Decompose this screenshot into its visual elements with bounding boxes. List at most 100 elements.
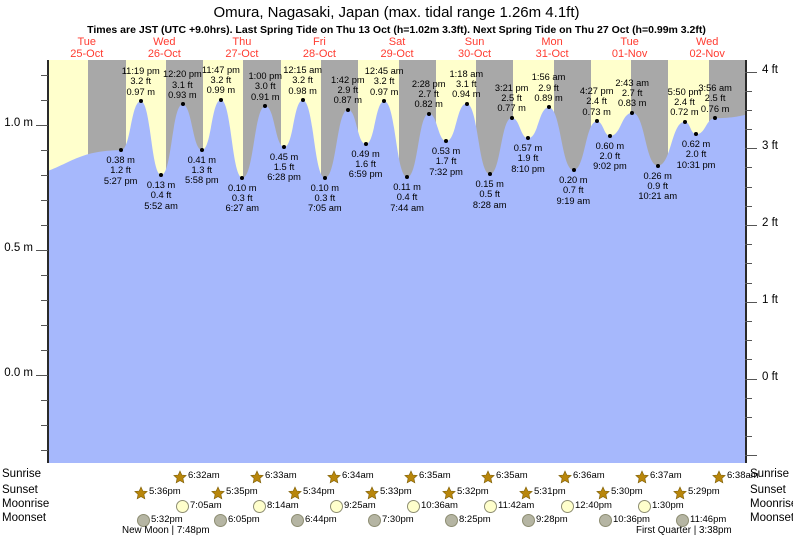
time-or-height: 5:50 pm — [667, 86, 702, 97]
day-of-week: Mon — [541, 36, 563, 48]
moon-phase-label: First Quarter | 3:38pm — [636, 525, 732, 536]
time-or-height: 3:21 pm — [494, 82, 529, 93]
low-tide-label: 0.10 m 0.3 ft 7:05 am — [308, 183, 342, 214]
star-icon — [173, 470, 187, 484]
low-tide-label: 0.41 m 1.3 ft 5:58 pm — [185, 155, 219, 186]
low-tide-label: 0.10 m 0.3 ft 6:27 am — [225, 183, 259, 214]
right-axis-tick — [745, 186, 752, 188]
moonrise-icon — [176, 500, 189, 513]
height-ft: 1.3 ft — [191, 165, 213, 176]
time-or-height: 0.20 m — [559, 175, 588, 186]
left-axis-label: 1.0 m — [4, 117, 33, 130]
height-ft: 1.5 ft — [273, 162, 295, 173]
time-or-height: 1:00 pm — [248, 71, 283, 82]
star-icon — [327, 470, 341, 484]
sunset-event-icon — [442, 486, 456, 501]
moonset-event: 9:28pm — [522, 514, 568, 529]
moonrise-event: 12:40pm — [561, 500, 612, 515]
low-tide-label: 0.57 m 1.9 ft 8:10 pm — [511, 143, 545, 174]
day-of-week: Wed — [153, 36, 176, 48]
moonset-icon — [676, 514, 689, 527]
height-ft: 3.2 ft — [210, 75, 232, 86]
height-or-time: 0.83 m — [617, 98, 647, 109]
moonset-event-time: 6:44pm — [305, 514, 337, 525]
low-tide-label: 0.11 m 0.4 ft 7:44 am — [390, 182, 424, 213]
day-of-week: Tue — [620, 36, 639, 48]
sunrise-event: 6:37am — [635, 470, 682, 485]
moon-phase-label: New Moon | 7:48pm — [122, 525, 210, 536]
time-or-height: 0.13 m — [146, 180, 176, 191]
height-or-time: 0.93 m — [168, 89, 197, 100]
time-or-height: 2:43 am — [615, 77, 649, 88]
day-date: 25-Oct — [70, 48, 104, 60]
moonset-icon — [214, 514, 227, 527]
sunrise-event: 6:34am — [327, 470, 374, 485]
left-axis-tick — [41, 400, 48, 402]
sunset-event-time: 5:32pm — [457, 486, 489, 497]
time-or-height: 1:42 pm — [331, 74, 365, 85]
height-or-time: 0.87 m — [333, 95, 363, 106]
low-tide-label: 0.60 m 2.0 ft 9:02 pm — [593, 141, 627, 172]
row-label-sunset: Sunset — [2, 484, 38, 496]
sunset-event-icon — [596, 486, 610, 501]
day-date: 02-Nov — [689, 48, 725, 60]
time-or-height: 0.41 m — [187, 154, 217, 165]
time-or-height: 0.45 m — [269, 152, 299, 162]
star-icon — [250, 470, 264, 484]
height-ft: 1.2 ft — [110, 165, 131, 176]
sunrise-event-time: 6:33am — [265, 470, 297, 481]
high-tide-dot — [346, 107, 351, 112]
time-or-height: 0.60 m — [595, 140, 625, 151]
height-ft: 2.5 ft — [501, 93, 522, 104]
height-or-time: 0.76 m — [700, 103, 730, 114]
moonset-event-icon — [137, 514, 150, 529]
time-or-height: 12:15 am — [283, 65, 322, 76]
low-tide-dot — [571, 168, 576, 173]
left-axis-tick — [41, 200, 48, 202]
height-or-time: 5:27 pm — [103, 175, 138, 186]
high-tide-dot — [138, 99, 143, 104]
high-tide-label: 3:21 pm 2.5 ft 0.77 m — [495, 83, 529, 114]
day-header-31-oct: Mon 31-Oct — [513, 36, 591, 60]
height-or-time: 5:52 am — [144, 200, 178, 211]
low-tide-dot — [200, 147, 205, 152]
moonrise-icon — [638, 500, 651, 513]
height-or-time: 0.82 m — [414, 99, 443, 110]
high-tide-dot — [630, 110, 635, 115]
moonset-icon — [599, 514, 612, 527]
sunset-event: 5:32pm — [442, 486, 489, 501]
sunrise-event-time: 6:37am — [650, 470, 682, 481]
star-icon — [442, 486, 456, 500]
time-or-height: 0.53 m — [431, 146, 461, 157]
sunset-event-time: 5:34pm — [303, 486, 335, 497]
height-or-time: 0.91 m — [251, 91, 280, 102]
right-axis-tick — [745, 416, 752, 418]
height-or-time: 6:59 pm — [348, 169, 383, 180]
page-title: Omura, Nagasaki, Japan (max. tidal range… — [213, 4, 580, 21]
row-label-right-moonrise: Moonrise — [750, 498, 793, 510]
moonrise-event-icon — [330, 500, 343, 515]
tide-curve-fill — [48, 99, 746, 463]
right-axis-tick — [745, 129, 752, 131]
height-ft: 0.9 ft — [647, 180, 669, 191]
height-ft: 2.9 ft — [538, 82, 559, 93]
right-axis-tick — [745, 320, 752, 322]
time-or-height: 12:20 pm — [163, 69, 202, 80]
left-axis-tick — [41, 300, 48, 302]
sunset-event-icon — [673, 486, 687, 501]
sunrise-event-icon — [173, 470, 187, 485]
height-ft: 2.5 ft — [704, 93, 726, 104]
moonset-event-time: 11:46pm — [690, 514, 727, 525]
moonrise-event: 10:36am — [407, 500, 458, 515]
day-date: 31-Oct — [535, 48, 569, 60]
left-axis-label: 0.5 m — [4, 242, 33, 255]
right-axis — [745, 60, 747, 463]
moonset-icon — [368, 514, 381, 527]
right-axis-label: 0 ft — [762, 370, 778, 383]
sunrise-event-icon — [404, 470, 418, 485]
moonset-event-icon — [368, 514, 381, 529]
high-tide-dot — [263, 104, 268, 109]
moonrise-event: 9:25am — [330, 500, 376, 515]
right-axis-label: 1 ft — [762, 293, 778, 306]
height-ft: 3.2 ft — [130, 76, 152, 87]
